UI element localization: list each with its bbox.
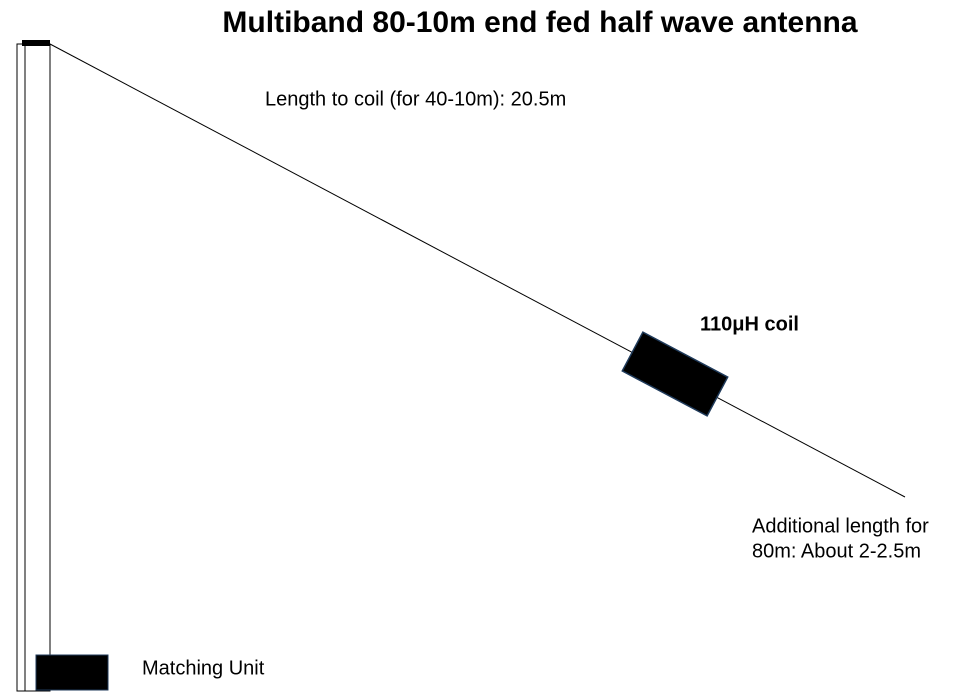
mast (16, 43, 51, 692)
additional-length-label: Additional length for (752, 515, 929, 537)
additional-length-label: 80m: About 2-2.5m (752, 540, 921, 562)
wire-length-label: Length to coil (for 40-10m): 20.5m (265, 88, 566, 110)
title: Multiband 80-10m end fed half wave anten… (222, 6, 857, 39)
mast-top (22, 40, 50, 46)
coil-label: 110μH coil (700, 313, 799, 335)
matching-unit (35, 654, 109, 691)
antenna-wire (49, 43, 906, 498)
matching-unit-label: Matching Unit (142, 657, 265, 679)
coil (621, 331, 729, 417)
